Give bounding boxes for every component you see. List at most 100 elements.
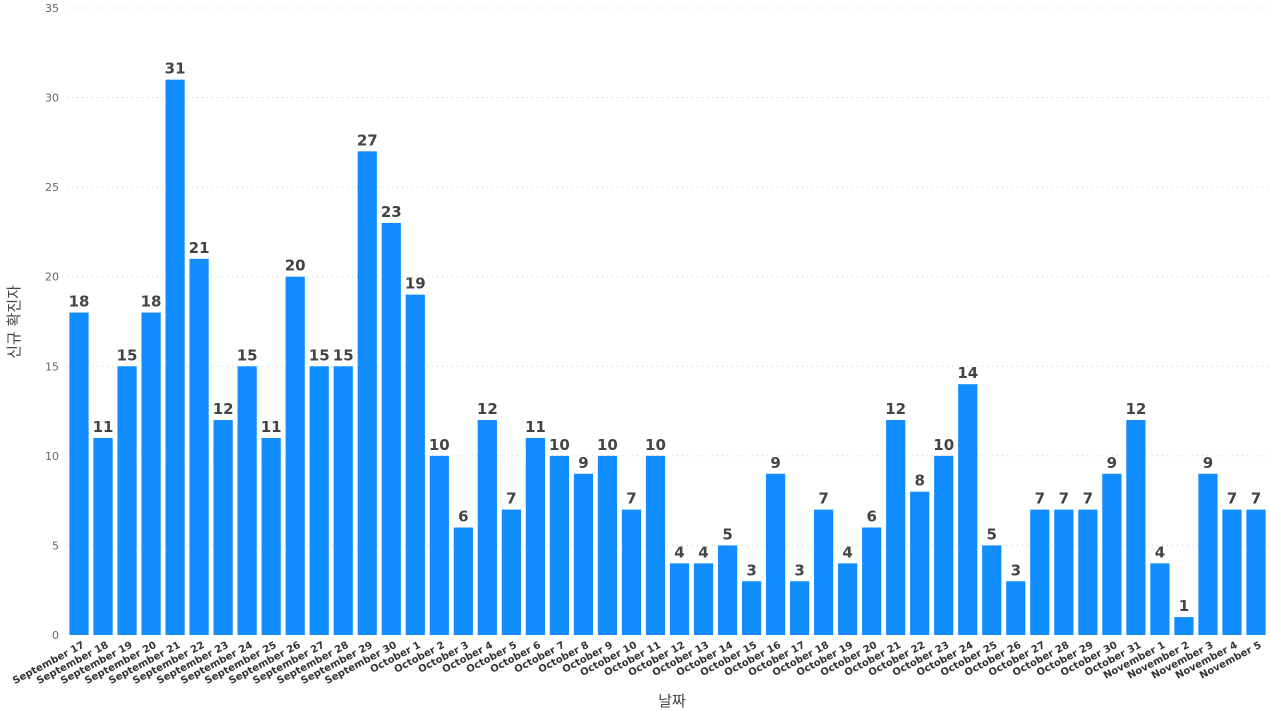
data-label: 12 [1125, 400, 1146, 418]
data-label: 3 [1011, 561, 1021, 579]
bar[interactable] [477, 420, 497, 635]
bar[interactable] [717, 545, 738, 635]
bar[interactable] [309, 366, 329, 635]
bar[interactable] [1222, 509, 1242, 635]
y-tick-label: 0 [52, 629, 59, 642]
bar[interactable] [597, 455, 618, 635]
data-label: 4 [842, 543, 852, 561]
data-label: 15 [117, 346, 138, 364]
bar[interactable] [1030, 509, 1050, 635]
bar[interactable] [381, 222, 401, 635]
bar[interactable] [69, 312, 89, 635]
bar[interactable] [982, 545, 1002, 635]
data-label: 12 [477, 400, 498, 418]
data-label: 10 [549, 436, 570, 454]
bar[interactable] [237, 366, 257, 635]
data-label: 20 [285, 257, 306, 275]
data-label: 5 [722, 525, 732, 543]
data-label: 7 [626, 490, 636, 508]
bar[interactable] [1102, 473, 1122, 635]
bar[interactable] [405, 294, 425, 635]
bar[interactable] [213, 420, 233, 635]
bar[interactable] [525, 437, 545, 635]
data-label: 18 [69, 293, 90, 311]
bar[interactable] [501, 509, 521, 635]
bar[interactable] [741, 581, 762, 635]
bar[interactable] [141, 312, 161, 635]
data-label: 12 [885, 400, 906, 418]
y-axis-ticks: 0 5 10 15 20 25 30 35 [45, 2, 59, 642]
bar[interactable] [790, 581, 810, 635]
bar[interactable] [693, 563, 714, 635]
data-label: 11 [93, 418, 114, 436]
data-label: 10 [597, 436, 618, 454]
bars [69, 79, 1266, 636]
data-label: 9 [578, 454, 588, 472]
bar[interactable] [117, 366, 137, 635]
bar[interactable] [645, 455, 666, 635]
bar[interactable] [549, 455, 570, 635]
data-label: 7 [506, 490, 516, 508]
data-label: 31 [165, 60, 186, 78]
data-label: 9 [1203, 454, 1213, 472]
bar[interactable] [1054, 509, 1074, 635]
data-label: 9 [770, 454, 780, 472]
bar[interactable] [886, 420, 906, 635]
data-label: 12 [213, 400, 234, 418]
y-tick-label: 25 [45, 181, 59, 194]
bar[interactable] [910, 491, 930, 635]
y-tick-label: 5 [52, 539, 59, 552]
data-label: 15 [237, 346, 258, 364]
data-label: 7 [1227, 490, 1237, 508]
data-label: 27 [357, 131, 378, 149]
y-tick-label: 35 [45, 2, 59, 15]
bar[interactable] [669, 563, 690, 635]
bar[interactable] [429, 455, 449, 635]
bar[interactable] [838, 563, 858, 635]
bar[interactable] [333, 366, 353, 635]
y-tick-label: 20 [45, 271, 59, 284]
y-tick-label: 30 [45, 92, 59, 105]
bar[interactable] [453, 527, 473, 635]
bar[interactable] [1246, 509, 1266, 635]
y-axis-title: 신규 확진자 [5, 285, 23, 359]
data-label: 1 [1179, 597, 1189, 615]
bar[interactable] [1198, 473, 1218, 635]
bar[interactable] [1078, 509, 1098, 635]
bar[interactable] [934, 455, 954, 635]
x-axis-title: 날짜 [658, 692, 686, 710]
bar[interactable] [357, 151, 377, 636]
bar[interactable] [1174, 617, 1194, 635]
data-label: 7 [1251, 490, 1261, 508]
bar[interactable] [1006, 581, 1026, 635]
data-label: 8 [914, 472, 924, 490]
data-label: 18 [141, 293, 162, 311]
bar[interactable] [862, 527, 882, 635]
bar[interactable] [1150, 563, 1170, 635]
data-label: 7 [818, 490, 828, 508]
bar[interactable] [765, 473, 786, 635]
bar[interactable] [1126, 420, 1146, 635]
data-label: 6 [866, 508, 876, 526]
bar[interactable] [958, 384, 978, 635]
bar[interactable] [93, 437, 113, 635]
bar[interactable] [621, 509, 642, 635]
bar[interactable] [285, 276, 305, 635]
data-label: 4 [674, 543, 684, 561]
bar[interactable] [573, 473, 594, 635]
data-label: 5 [987, 525, 997, 543]
data-label: 10 [429, 436, 450, 454]
data-label: 7 [1059, 490, 1069, 508]
data-label: 6 [458, 508, 468, 526]
data-label: 11 [261, 418, 282, 436]
data-label: 7 [1035, 490, 1045, 508]
data-label: 4 [698, 543, 708, 561]
bar[interactable] [189, 258, 209, 635]
bar[interactable] [165, 79, 185, 635]
data-label: 14 [957, 364, 978, 382]
bar[interactable] [814, 509, 834, 635]
data-label: 9 [1107, 454, 1117, 472]
bar[interactable] [261, 437, 281, 635]
